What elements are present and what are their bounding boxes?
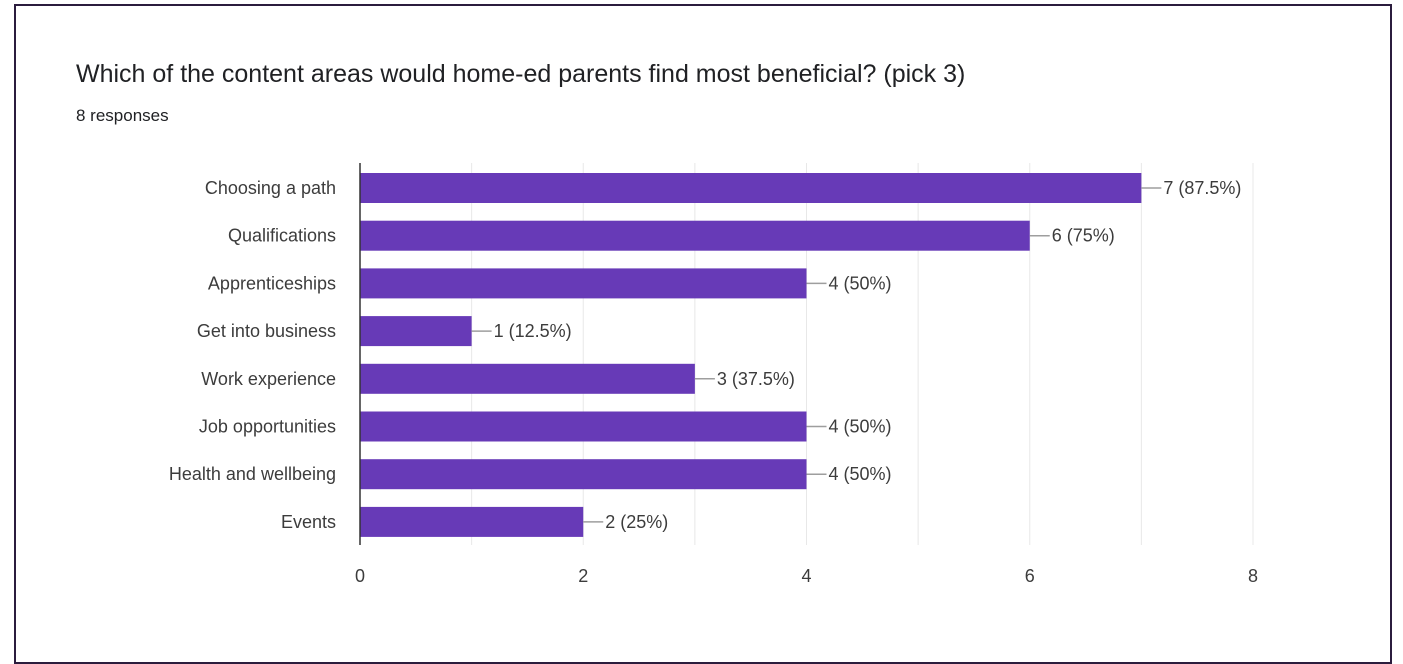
data-label: 2 (25%): [605, 512, 668, 532]
bar: [360, 411, 807, 442]
question-title: Which of the content areas would home-ed…: [76, 60, 966, 88]
category-label: Get into business: [197, 321, 336, 341]
data-label: 1 (12.5%): [494, 321, 572, 341]
x-tick-label: 8: [1248, 566, 1258, 586]
data-label: 7 (87.5%): [1163, 178, 1241, 198]
data-label: 6 (75%): [1052, 226, 1115, 246]
bar: [360, 506, 584, 537]
data-label: 3 (37.5%): [717, 369, 795, 389]
data-label: 4 (50%): [829, 464, 892, 484]
x-tick-label: 6: [1025, 566, 1035, 586]
chart-card: Which of the content areas would home-ed…: [14, 4, 1392, 664]
x-tick-label: 2: [578, 566, 588, 586]
response-count: 8 responses: [76, 106, 169, 125]
bar: [360, 363, 695, 394]
bar: [360, 268, 807, 299]
data-label: 4 (50%): [829, 417, 892, 437]
bar: [360, 316, 472, 347]
category-label: Work experience: [201, 369, 336, 389]
category-label: Qualifications: [228, 226, 336, 246]
bar: [360, 220, 1030, 251]
category-label: Job opportunities: [199, 417, 336, 437]
x-tick-label: 4: [801, 566, 811, 586]
bar: [360, 173, 1142, 203]
category-label: Events: [281, 512, 336, 532]
bar: [360, 459, 807, 490]
category-label: Choosing a path: [205, 178, 336, 198]
x-tick-label: 0: [355, 566, 365, 586]
category-label: Health and wellbeing: [169, 464, 336, 484]
data-label: 4 (50%): [829, 273, 892, 293]
category-label: Apprenticeships: [208, 273, 336, 293]
